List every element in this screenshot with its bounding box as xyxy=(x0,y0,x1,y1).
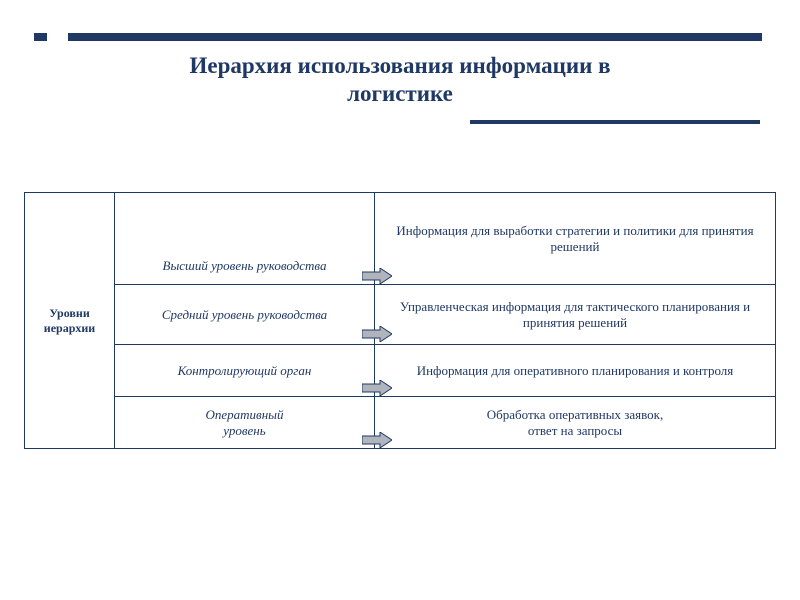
info-cell-bottom: Обработка оперативных заявок, ответ на з… xyxy=(375,397,776,449)
left-header-cell: Уровни иерархии xyxy=(25,193,115,449)
table-row: Оперативный уровень Обработка оперативны… xyxy=(25,397,776,449)
info-text: Информация для выработки стратегии и пол… xyxy=(396,223,753,254)
level-label: Контролирующий орган xyxy=(178,363,312,378)
left-header-line1: Уровни xyxy=(49,306,90,320)
info-line1: Управленческая информация для тактическо… xyxy=(400,299,750,314)
info-cell-top: Информация для выработки стратегии и пол… xyxy=(375,193,776,285)
decor-bar-main xyxy=(68,33,762,41)
arrow-icon xyxy=(362,268,392,284)
level-label: Средний уровень руководства xyxy=(162,307,327,322)
table-row: Средний уровень руководства Управленческ… xyxy=(25,285,776,345)
info-cell-mid1: Управленческая информация для тактическо… xyxy=(375,285,776,345)
title-line1: Иерархия использования информации в xyxy=(189,53,610,78)
title-underline xyxy=(470,120,760,124)
decor-bar-left xyxy=(34,33,47,41)
info-text: Информация для оперативного планирования… xyxy=(417,363,734,378)
level-cell-mid2: Контролирующий орган xyxy=(115,345,375,397)
level-cell-bottom: Оперативный уровень xyxy=(115,397,375,449)
table-row: Контролирующий орган Информация для опер… xyxy=(25,345,776,397)
arrow-icon xyxy=(362,326,392,342)
level-cell-mid1: Средний уровень руководства xyxy=(115,285,375,345)
info-line2: ответ на запросы xyxy=(528,423,622,438)
info-cell-mid2: Информация для оперативного планирования… xyxy=(375,345,776,397)
title-line2: логистике xyxy=(347,81,453,106)
table-row: Уровни иерархии Высший уровень руководст… xyxy=(25,193,776,285)
hierarchy-table: Уровни иерархии Высший уровень руководст… xyxy=(24,192,776,449)
arrow-icon xyxy=(362,432,392,448)
info-line2: принятия решений xyxy=(523,315,627,330)
level-line2: уровень xyxy=(223,423,265,438)
left-header-line2: иерархии xyxy=(44,321,95,335)
level-line1: Оперативный xyxy=(206,407,284,422)
page-title: Иерархия использования информации в логи… xyxy=(0,52,800,107)
arrow-icon xyxy=(362,380,392,396)
info-line1: Обработка оперативных заявок, xyxy=(487,407,663,422)
level-label: Высший уровень руководства xyxy=(163,258,327,273)
level-cell-top: Высший уровень руководства xyxy=(115,193,375,285)
